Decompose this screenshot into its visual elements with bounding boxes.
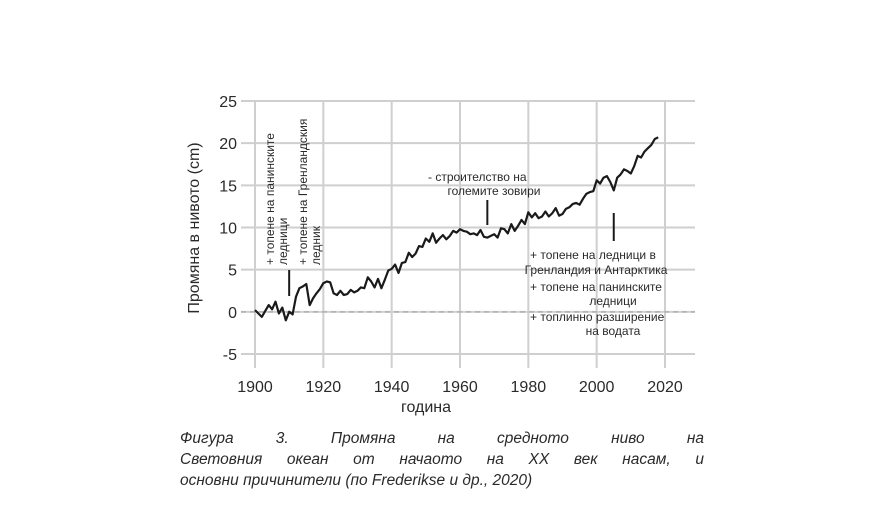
y-axis-title: Промяна в нивото (cm) <box>186 142 203 313</box>
caption-line-1: Фигура 3. Промяна на средното ниво на <box>180 430 704 447</box>
x-tick-label: 1920 <box>306 379 342 396</box>
annotation-3-line: големите зовири <box>447 184 540 198</box>
y-tick-label: 25 <box>219 94 237 111</box>
series-line-0 <box>254 136 659 322</box>
annotation-4-line: + топлинно разширение <box>530 310 665 324</box>
caption-line-2: Световния океан от начаото на XX век нас… <box>180 451 704 468</box>
annotation-2-line: ледник <box>309 225 323 265</box>
x-tick-label: 1980 <box>511 379 547 396</box>
x-tick-label: 2020 <box>647 379 683 396</box>
annotation-4-line: на водата <box>586 324 641 338</box>
annotation-3-line: - строителство на <box>428 170 527 184</box>
annotation-1-line: + топене на панинските <box>263 133 277 265</box>
y-tick-label: 10 <box>219 221 237 238</box>
x-tick-label: 1940 <box>374 379 410 396</box>
annotation-4-line: + топене на панинските <box>530 280 662 294</box>
tick-labels: 1900 1920 1940 1960 1980 2000 2020 25 20 15 10 5 0 -5 <box>219 94 683 396</box>
y-tick-label: 5 <box>228 263 237 280</box>
y-tick-label: -5 <box>223 347 237 364</box>
annotation-1: + топене на панинските ледници <box>263 133 290 265</box>
y-tick-label: 15 <box>219 178 237 195</box>
series <box>254 136 659 322</box>
annotations: + топене на панинските ледници + топене на… <box>263 119 668 338</box>
annotation-4-line: ледници <box>589 294 636 308</box>
annotation-2: + топене на Гренландския ледник <box>296 119 323 265</box>
x-tick-label: 1900 <box>237 379 273 396</box>
annotation-1-line: ледници <box>276 218 290 265</box>
x-tick-label: 2000 <box>579 379 615 396</box>
x-axis-title: година <box>401 399 451 416</box>
annotation-markers <box>288 200 615 296</box>
figure-caption: Фигура 3. Промяна на средното ниво на Св… <box>180 428 704 491</box>
y-tick-label: 0 <box>228 305 237 322</box>
annotation-4-line: Гренландия и Антарктика <box>525 263 668 277</box>
x-tick-label: 1960 <box>442 379 478 396</box>
annotation-2-line: + топене на Гренландския <box>296 119 310 265</box>
caption-line-3: основни причинители (по Frederikse и др.… <box>180 472 533 489</box>
annotation-4-line: + топене на ледници в <box>530 248 656 262</box>
y-tick-label: 20 <box>219 136 237 153</box>
